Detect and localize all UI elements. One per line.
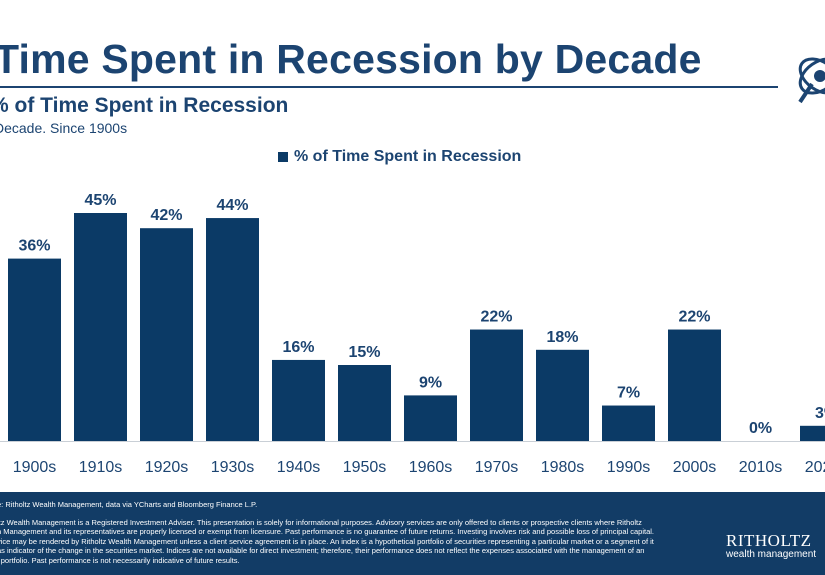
disclaimer-line: ltz Wealth Management is a Registered In… (0, 518, 642, 527)
brand-subtitle: wealth management (726, 549, 817, 560)
bar-1960s (404, 395, 457, 441)
brand-name: RITHOLTZ (726, 531, 812, 550)
x-tick-label-2020s: 2020s (805, 459, 825, 476)
bar-1910s (74, 213, 127, 441)
footer-disclaimer: ltz Wealth Management is a Registered In… (0, 518, 697, 565)
x-tick-label-1940s: 1940s (277, 459, 321, 476)
data-label-1910s: 45% (84, 192, 116, 209)
data-label-1970s: 22% (480, 309, 512, 326)
x-tick-label-1980s: 1980s (541, 459, 585, 476)
bar-1930s (206, 218, 259, 441)
bar-1990s (602, 405, 655, 441)
x-tick-label-1990s: 1990s (607, 459, 651, 476)
data-label-1960s: 9% (419, 374, 442, 391)
chart-legend: % of Time Spent in Recession (278, 148, 521, 166)
bar-1900s (8, 258, 61, 441)
data-label-2020s: 3% (815, 405, 825, 422)
data-label-1990s: 7% (617, 385, 640, 402)
brand-logo-icon (798, 57, 825, 104)
disclaimer-line: l portfolio. Past performance is not nec… (0, 555, 240, 565)
title-divider (0, 86, 778, 88)
x-tick-label-2000s: 2000s (673, 459, 717, 476)
x-tick-label-1960s: 1960s (409, 459, 453, 476)
x-tick-label-1970s: 1970s (475, 459, 519, 476)
bar-1940s (272, 359, 325, 441)
data-label-2010s: 0% (749, 420, 772, 437)
disclaimer-line: as indicator of the change in the securi… (0, 546, 645, 556)
chart-subtitle: Decade. Since 1900s (0, 120, 128, 136)
data-label-2000s: 22% (678, 309, 710, 326)
data-label-1900s: 36% (18, 238, 50, 255)
footer: e: Ritholtz Wealth Management, data via … (0, 492, 825, 575)
data-label-1950s: 15% (348, 344, 380, 361)
disclaimer-line: h Management and its representatives are… (0, 527, 655, 537)
x-tick-label-1950s: 1950s (343, 459, 387, 476)
disclaimer-line: vice may be rendered by Ritholtz Wealth … (0, 536, 654, 546)
data-label-1920s: 42% (150, 207, 182, 224)
bar-2000s (668, 329, 721, 441)
x-tick-label-1910s: 1910s (79, 459, 123, 476)
legend-swatch (278, 152, 288, 162)
bar-2020s (800, 425, 825, 441)
legend-label: % of Time Spent in Recession (294, 148, 522, 165)
bar-1950s (338, 365, 391, 441)
x-tick-label-1920s: 1920s (145, 459, 189, 476)
x-tick-label-2010s: 2010s (739, 459, 783, 476)
bar-1980s (536, 349, 589, 441)
bar-1970s (470, 329, 523, 441)
bar-chart: 36% 1900s 45% 1910s 42% 1920s 44% 1930s 16% 1940s… (0, 192, 825, 476)
footer-source: e: Ritholtz Wealth Management, data via … (0, 500, 258, 509)
chart-title: % of Time Spent in Recession (0, 94, 289, 117)
x-tick-label-1930s: 1930s (211, 459, 255, 476)
data-label-1930s: 44% (216, 197, 248, 214)
bar-1920s (140, 228, 193, 441)
x-tick-label-1900s: 1900s (13, 459, 57, 476)
data-label-1940s: 16% (282, 339, 314, 356)
page-title: Time Spent in Recession by Decade (0, 36, 702, 82)
data-label-1980s: 18% (546, 329, 578, 346)
brand-wordmark: RITHOLTZ wealth management (726, 532, 816, 560)
